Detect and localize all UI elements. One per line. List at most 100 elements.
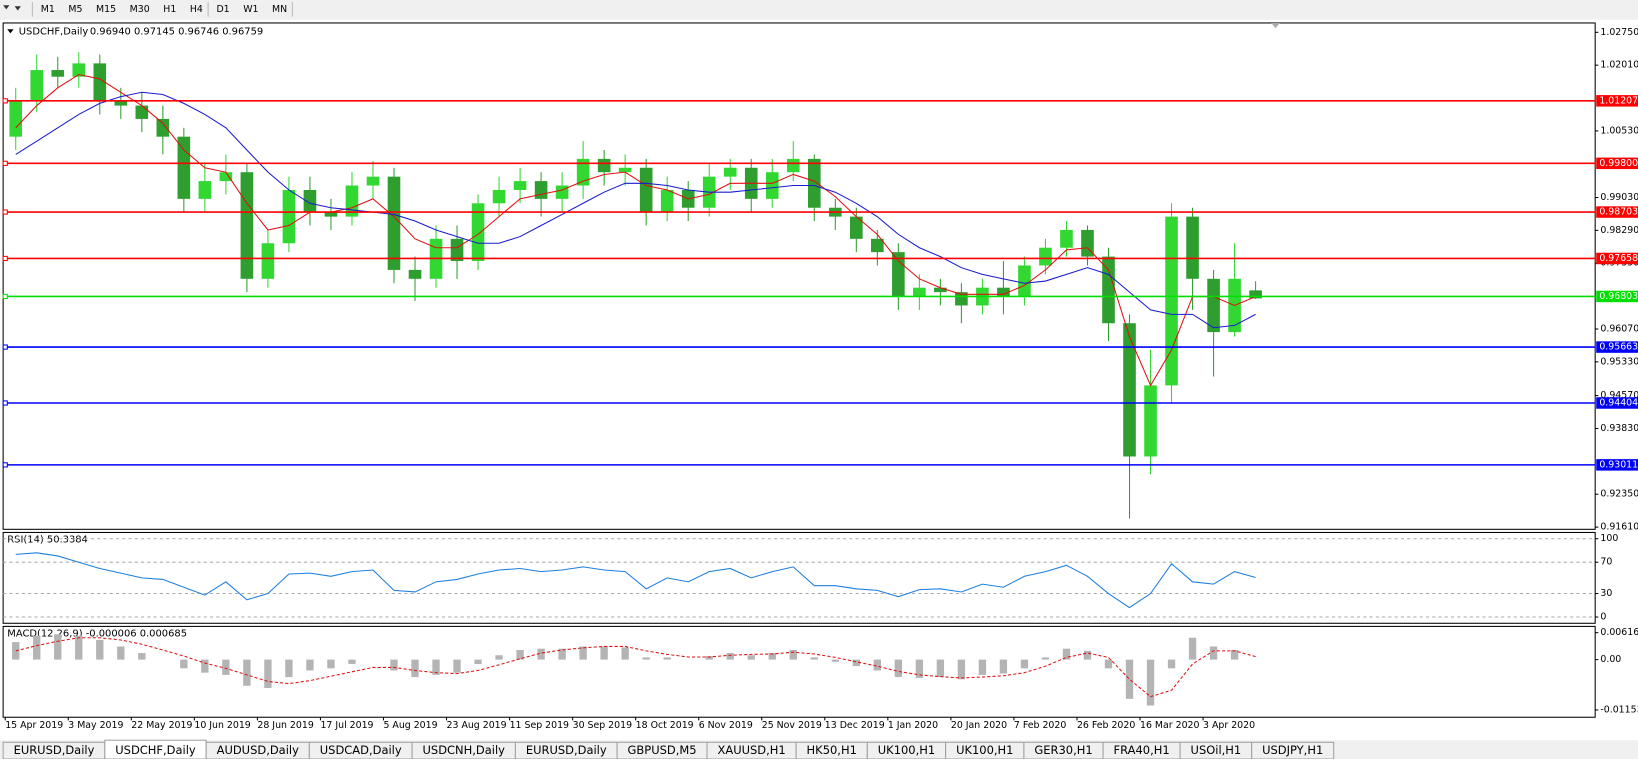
x-tick-label: 17 Jul 2019 xyxy=(320,720,373,731)
timeframe-button[interactable]: D1 xyxy=(216,4,229,15)
level-handle[interactable] xyxy=(2,209,8,215)
shift-marker[interactable] xyxy=(1271,22,1280,29)
candle-body xyxy=(261,243,275,279)
timeframe-button[interactable]: MN xyxy=(272,4,287,15)
tab-label[interactable]: GBPUSD,M5 xyxy=(628,743,697,757)
level-handle[interactable] xyxy=(2,344,8,350)
y-tick-label: -0.011531 xyxy=(1600,704,1638,715)
level-handle[interactable] xyxy=(2,400,8,406)
ohlc-values: 0.96940 0.97145 0.96746 0.96759 xyxy=(90,26,263,37)
x-tick-label: 30 Sep 2019 xyxy=(573,720,632,731)
level-handle[interactable] xyxy=(2,98,8,104)
level-label-box xyxy=(1596,206,1638,218)
tab-label[interactable]: USDCHF,Daily xyxy=(115,743,196,757)
level-label: 0.98703 xyxy=(1599,207,1638,218)
macd-panel-frame xyxy=(2,625,1596,718)
tab-label[interactable]: UK100,H1 xyxy=(878,743,935,757)
candle-body xyxy=(576,158,590,186)
y-tick-label: 100 xyxy=(1600,533,1618,544)
tab-label[interactable]: AUDUSD,Daily xyxy=(217,743,299,757)
chart-window xyxy=(0,19,1638,741)
candle-body xyxy=(9,101,23,137)
level-label: 0.97658 xyxy=(1599,253,1638,264)
tab-label[interactable]: GER30,H1 xyxy=(1034,743,1092,757)
candle-body xyxy=(1207,278,1220,333)
tab-label[interactable]: EURUSD,Daily xyxy=(526,743,607,757)
level-handle[interactable] xyxy=(2,462,8,468)
tab-label[interactable]: USOil,H1 xyxy=(1191,743,1242,757)
x-tick-label: 5 Aug 2019 xyxy=(383,720,437,731)
candle-body xyxy=(177,136,191,199)
timeframe-button[interactable]: M1 xyxy=(41,4,55,15)
tab-label[interactable]: UK100,H1 xyxy=(956,743,1013,757)
tab-label[interactable]: FRA40,H1 xyxy=(1114,743,1170,757)
candle-body xyxy=(240,172,254,279)
level-handle[interactable] xyxy=(2,255,8,262)
tab-label[interactable]: HK50,H1 xyxy=(807,743,857,757)
candle-body xyxy=(765,172,779,199)
candle-body xyxy=(114,101,128,106)
x-tick-label: 3 Apr 2020 xyxy=(1203,720,1255,731)
x-tick-label: 25 Nov 2019 xyxy=(762,720,822,731)
level-label: 1.01207 xyxy=(1599,95,1638,106)
candle-body xyxy=(723,167,737,177)
y-tick-label: 70 xyxy=(1600,557,1612,568)
tab-label[interactable]: USDJPY,H1 xyxy=(1262,743,1323,757)
timeframe-button[interactable]: M30 xyxy=(130,4,150,15)
tab[interactable] xyxy=(1251,741,1335,759)
x-tick-label: 26 Feb 2020 xyxy=(1077,720,1135,731)
level-handle[interactable] xyxy=(2,293,8,300)
x-tick-label: 13 Dec 2019 xyxy=(825,720,885,731)
rsi-title: RSI(14) 50.3384 xyxy=(7,535,88,546)
candle-body xyxy=(786,158,800,173)
level-label-box xyxy=(1596,459,1638,471)
candle-body xyxy=(198,181,212,199)
level-handle[interactable] xyxy=(2,160,8,166)
candle-body xyxy=(1081,229,1094,257)
x-tick-label: 23 Aug 2019 xyxy=(447,720,507,731)
level-label-box xyxy=(1596,157,1638,170)
candle-body xyxy=(850,216,863,239)
candle-body xyxy=(51,70,65,77)
tab-label[interactable]: EURUSD,Daily xyxy=(14,743,95,757)
timeframe-button[interactable]: H4 xyxy=(190,4,203,15)
candle-body xyxy=(997,287,1010,297)
candle-body xyxy=(807,158,821,208)
y-tick-label: 0.99030 xyxy=(1600,192,1638,203)
x-tick-label: 18 Oct 2019 xyxy=(636,720,694,731)
main-panel-frame xyxy=(2,22,1596,530)
timeframe-button[interactable]: M15 xyxy=(96,4,116,15)
tab-label[interactable]: USDCNH,Daily xyxy=(423,743,506,757)
collapse-icon[interactable] xyxy=(7,29,14,34)
y-tick-label: 0.93830 xyxy=(1600,423,1638,434)
y-tick-label: 1.00530 xyxy=(1600,125,1638,136)
toolbar-icon[interactable] xyxy=(3,5,21,11)
moving-average xyxy=(15,91,1256,329)
y-tick-label: 1.02010 xyxy=(1600,60,1638,71)
x-tick-label: 10 Jun 2019 xyxy=(194,720,250,731)
candle-body xyxy=(219,172,233,182)
candle-body xyxy=(871,238,884,253)
y-tick-label: 0.006167 xyxy=(1600,627,1638,638)
level-label: 0.99800 xyxy=(1599,158,1638,169)
symbol-title: USDCHF,Daily xyxy=(19,26,89,37)
x-tick-label: 7 Feb 2020 xyxy=(1014,720,1066,731)
candle-body xyxy=(282,189,296,244)
candle-body xyxy=(1039,247,1052,266)
x-tick-label: 16 Mar 2020 xyxy=(1140,720,1199,731)
timeframe-button[interactable]: M5 xyxy=(68,4,82,15)
y-tick-label: 0.98290 xyxy=(1600,225,1638,236)
toolbar xyxy=(0,0,1638,20)
timeframe-button[interactable]: W1 xyxy=(243,4,258,15)
tab-label[interactable]: USDCAD,Daily xyxy=(320,743,402,757)
macd-title: MACD(12,26,9) -0.000006 0.000685 xyxy=(7,629,187,640)
candle-body xyxy=(1060,229,1073,248)
candle-body xyxy=(597,158,611,173)
timeframe-button[interactable]: H1 xyxy=(163,4,176,15)
candle-body xyxy=(72,63,86,77)
moving-average xyxy=(15,73,1256,387)
candle-body xyxy=(934,287,947,293)
tab-label[interactable]: XAUUSD,H1 xyxy=(717,743,785,757)
candle-body xyxy=(555,185,569,199)
candle-body xyxy=(1144,385,1157,457)
